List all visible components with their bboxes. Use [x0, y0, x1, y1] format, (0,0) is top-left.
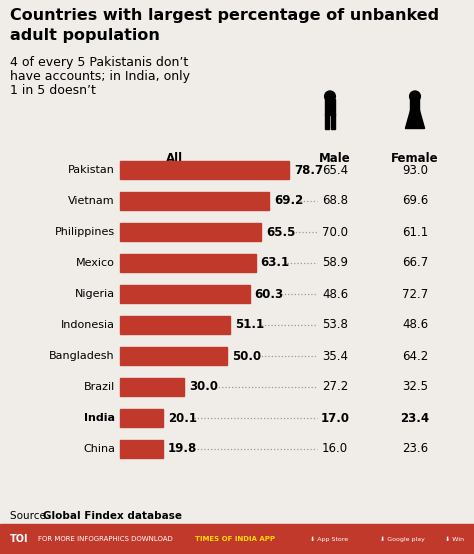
Text: 1 in 5 doesn’t: 1 in 5 doesn’t [10, 84, 96, 97]
Text: adult population: adult population [10, 28, 160, 43]
Text: 23.4: 23.4 [401, 412, 429, 424]
Text: 35.4: 35.4 [322, 350, 348, 362]
Text: 48.6: 48.6 [322, 288, 348, 300]
Text: 93.0: 93.0 [402, 163, 428, 177]
Text: Philippines: Philippines [55, 227, 115, 237]
Text: Male: Male [319, 151, 351, 165]
Bar [120, 440, 163, 458]
Text: 23.6: 23.6 [402, 443, 428, 455]
Text: 61.1: 61.1 [402, 225, 428, 239]
Text: 16.0: 16.0 [322, 443, 348, 455]
Text: TOI: TOI [10, 534, 28, 544]
Text: Source:: Source: [10, 511, 53, 521]
Text: 32.5: 32.5 [402, 381, 428, 393]
Text: Pakistan: Pakistan [68, 165, 115, 175]
Text: 17.0: 17.0 [320, 412, 349, 424]
Bar [0, 524, 474, 554]
Bar [120, 192, 269, 210]
Bar [120, 254, 255, 272]
Text: 51.1: 51.1 [235, 319, 264, 331]
Text: 27.2: 27.2 [322, 381, 348, 393]
Text: 65.4: 65.4 [322, 163, 348, 177]
Circle shape [410, 91, 420, 102]
Bar [331, 114, 336, 129]
Bar [120, 285, 250, 303]
Text: China: China [83, 444, 115, 454]
Text: 69.2: 69.2 [274, 194, 303, 208]
Circle shape [325, 91, 336, 102]
Text: 70.0: 70.0 [322, 225, 348, 239]
Text: Bangladesh: Bangladesh [49, 351, 115, 361]
Text: 65.5: 65.5 [266, 225, 295, 239]
Text: India: India [84, 413, 115, 423]
Text: 78.7: 78.7 [294, 163, 323, 177]
Text: have accounts; in India, only: have accounts; in India, only [10, 70, 190, 83]
Text: 63.1: 63.1 [261, 257, 290, 269]
Text: 58.9: 58.9 [322, 257, 348, 269]
Bar [120, 223, 261, 241]
Text: 48.6: 48.6 [402, 319, 428, 331]
Bar [120, 316, 230, 334]
Text: Countries with largest percentage of unbanked: Countries with largest percentage of unb… [10, 8, 439, 23]
Bar [120, 409, 163, 427]
Polygon shape [405, 110, 425, 129]
Bar [120, 347, 228, 365]
Bar [410, 99, 419, 110]
Bar [120, 378, 184, 396]
Text: 64.2: 64.2 [402, 350, 428, 362]
Text: Global Findex database: Global Findex database [43, 511, 182, 521]
Text: Vietnam: Vietnam [68, 196, 115, 206]
Text: 53.8: 53.8 [322, 319, 348, 331]
Text: 72.7: 72.7 [402, 288, 428, 300]
Bar [325, 114, 329, 129]
Text: Mexico: Mexico [76, 258, 115, 268]
Text: ⬇ Google play: ⬇ Google play [380, 536, 425, 542]
Text: ⬇ App Store: ⬇ App Store [310, 536, 348, 542]
Text: 20.1: 20.1 [168, 412, 197, 424]
Text: 69.6: 69.6 [402, 194, 428, 208]
Bar [325, 99, 336, 115]
Text: 30.0: 30.0 [190, 381, 219, 393]
Text: 60.3: 60.3 [255, 288, 284, 300]
Text: Female: Female [391, 151, 439, 165]
Text: FOR MORE INFOGRAPHICS DOWNLOAD: FOR MORE INFOGRAPHICS DOWNLOAD [38, 536, 175, 542]
Text: 4 of every 5 Pakistanis don’t: 4 of every 5 Pakistanis don’t [10, 56, 188, 69]
Text: 68.8: 68.8 [322, 194, 348, 208]
Text: Indonesia: Indonesia [61, 320, 115, 330]
Text: ⬇ Win: ⬇ Win [445, 536, 464, 541]
Bar [120, 161, 289, 179]
Text: All: All [166, 151, 183, 165]
Text: 66.7: 66.7 [402, 257, 428, 269]
Text: 50.0: 50.0 [233, 350, 262, 362]
Text: Brazil: Brazil [84, 382, 115, 392]
Text: TIMES OF INDIA APP: TIMES OF INDIA APP [195, 536, 275, 542]
Text: 19.8: 19.8 [168, 443, 197, 455]
Text: Nigeria: Nigeria [75, 289, 115, 299]
